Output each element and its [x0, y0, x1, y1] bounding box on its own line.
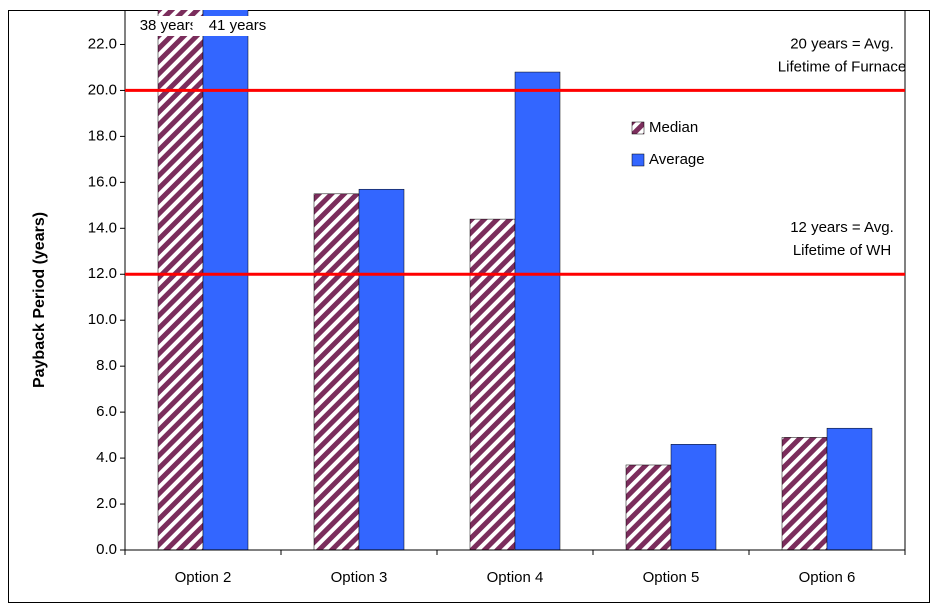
legend-label: Average: [649, 151, 705, 168]
value-label: 38 years: [140, 17, 198, 34]
bar: [358, 188, 405, 550]
legend-box: [622, 110, 730, 180]
reference-label: 20 years = Avg.: [790, 35, 894, 52]
legend-swatch: [631, 153, 645, 167]
y-tick-label: 12.0: [88, 265, 117, 282]
x-tick-label: Option 4: [487, 569, 544, 586]
chart-frame: [8, 10, 930, 603]
y-tick-label: 10.0: [88, 311, 117, 328]
bar: [514, 71, 561, 550]
y-tick-label: 14.0: [88, 219, 117, 236]
x-tick-label: Option 6: [799, 569, 856, 586]
y-tick-label: 22.0: [88, 35, 117, 52]
y-axis-label: Payback Period (years): [31, 212, 48, 388]
y-tick-label: 2.0: [96, 495, 117, 512]
bar: [670, 444, 717, 550]
x-tick-label: Option 5: [643, 569, 700, 586]
y-tick-label: 0.0: [96, 541, 117, 558]
y-tick-label: 20.0: [88, 81, 117, 98]
y-tick-label: 8.0: [96, 357, 117, 374]
bar: [826, 427, 873, 550]
bar: [625, 464, 672, 550]
bar: [469, 218, 516, 550]
y-tick-label: 16.0: [88, 173, 117, 190]
y-tick-label: 18.0: [88, 127, 117, 144]
reference-label: 12 years = Avg.: [790, 219, 894, 236]
x-tick-label: Option 3: [331, 569, 388, 586]
legend-label: Median: [649, 119, 698, 136]
bar: [202, 10, 249, 550]
y-tick-label: 6.0: [96, 403, 117, 420]
legend-swatch: [631, 121, 645, 135]
x-tick-label: Option 2: [175, 569, 232, 586]
y-tick-label: 4.0: [96, 449, 117, 466]
reference-label: Lifetime of Furnace: [778, 58, 906, 75]
bar: [157, 10, 204, 550]
bar: [781, 437, 828, 550]
value-label-bg: [192, 16, 259, 36]
value-label: 41 years: [209, 17, 267, 34]
reference-label: Lifetime of WH: [793, 242, 891, 259]
bar: [313, 193, 360, 550]
